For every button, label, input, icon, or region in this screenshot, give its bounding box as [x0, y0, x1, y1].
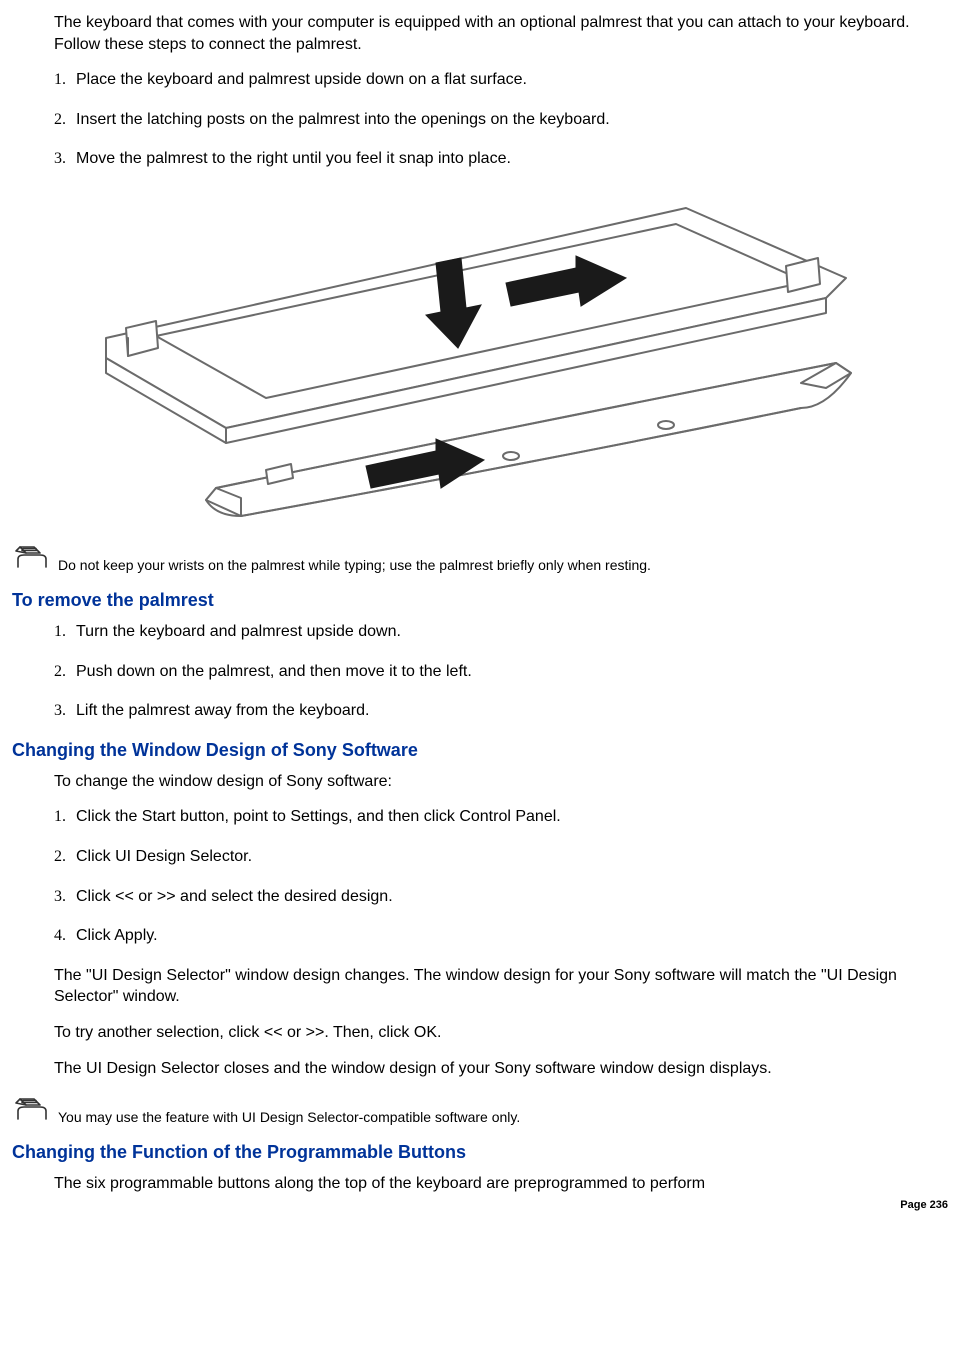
design-para-1: The "UI Design Selector" window design c…: [54, 965, 942, 1008]
remove-steps-list: Turn the keyboard and palmrest upside do…: [38, 621, 942, 722]
document-page: The keyboard that comes with your comput…: [0, 0, 954, 1215]
design-intro: To change the window design of Sony soft…: [54, 771, 942, 793]
palmrest-illustration: [66, 188, 856, 518]
remove-step-1: Turn the keyboard and palmrest upside do…: [70, 621, 942, 643]
attach-steps-list: Place the keyboard and palmrest upside d…: [38, 69, 942, 170]
design-step-2: Click UI Design Selector.: [70, 846, 942, 868]
design-para-2: To try another selection, click << or >>…: [54, 1022, 942, 1044]
intro-paragraph: The keyboard that comes with your comput…: [54, 12, 942, 55]
heading-window-design: Changing the Window Design of Sony Softw…: [12, 740, 942, 761]
attach-step-3: Move the palmrest to the right until you…: [70, 148, 942, 170]
buttons-trailing-text: The six programmable buttons along the t…: [54, 1173, 942, 1195]
page-number: Page 236: [900, 1199, 948, 1211]
note-2-row: You may use the feature with UI Design S…: [12, 1093, 942, 1128]
design-para-3: The UI Design Selector closes and the wi…: [54, 1058, 942, 1080]
note-1-text: Do not keep your wrists on the palmrest …: [58, 556, 651, 576]
note-1-row: Do not keep your wrists on the palmrest …: [12, 541, 942, 576]
heading-remove-palmrest: To remove the palmrest: [12, 590, 942, 611]
pencil-note-icon: [12, 541, 50, 576]
palmrest-figure: [66, 188, 942, 523]
pencil-note-icon: [12, 1093, 50, 1128]
design-step-3: Click << or >> and select the desired de…: [70, 886, 942, 908]
heading-programmable-buttons: Changing the Function of the Programmabl…: [12, 1142, 942, 1163]
remove-step-3: Lift the palmrest away from the keyboard…: [70, 700, 942, 722]
note-2-text: You may use the feature with UI Design S…: [58, 1108, 520, 1128]
remove-step-2: Push down on the palmrest, and then move…: [70, 661, 942, 683]
attach-step-2: Insert the latching posts on the palmres…: [70, 109, 942, 131]
design-steps-list: Click the Start button, point to Setting…: [38, 806, 942, 946]
design-step-1: Click the Start button, point to Setting…: [70, 806, 942, 828]
attach-step-1: Place the keyboard and palmrest upside d…: [70, 69, 942, 91]
design-step-4: Click Apply.: [70, 925, 942, 947]
